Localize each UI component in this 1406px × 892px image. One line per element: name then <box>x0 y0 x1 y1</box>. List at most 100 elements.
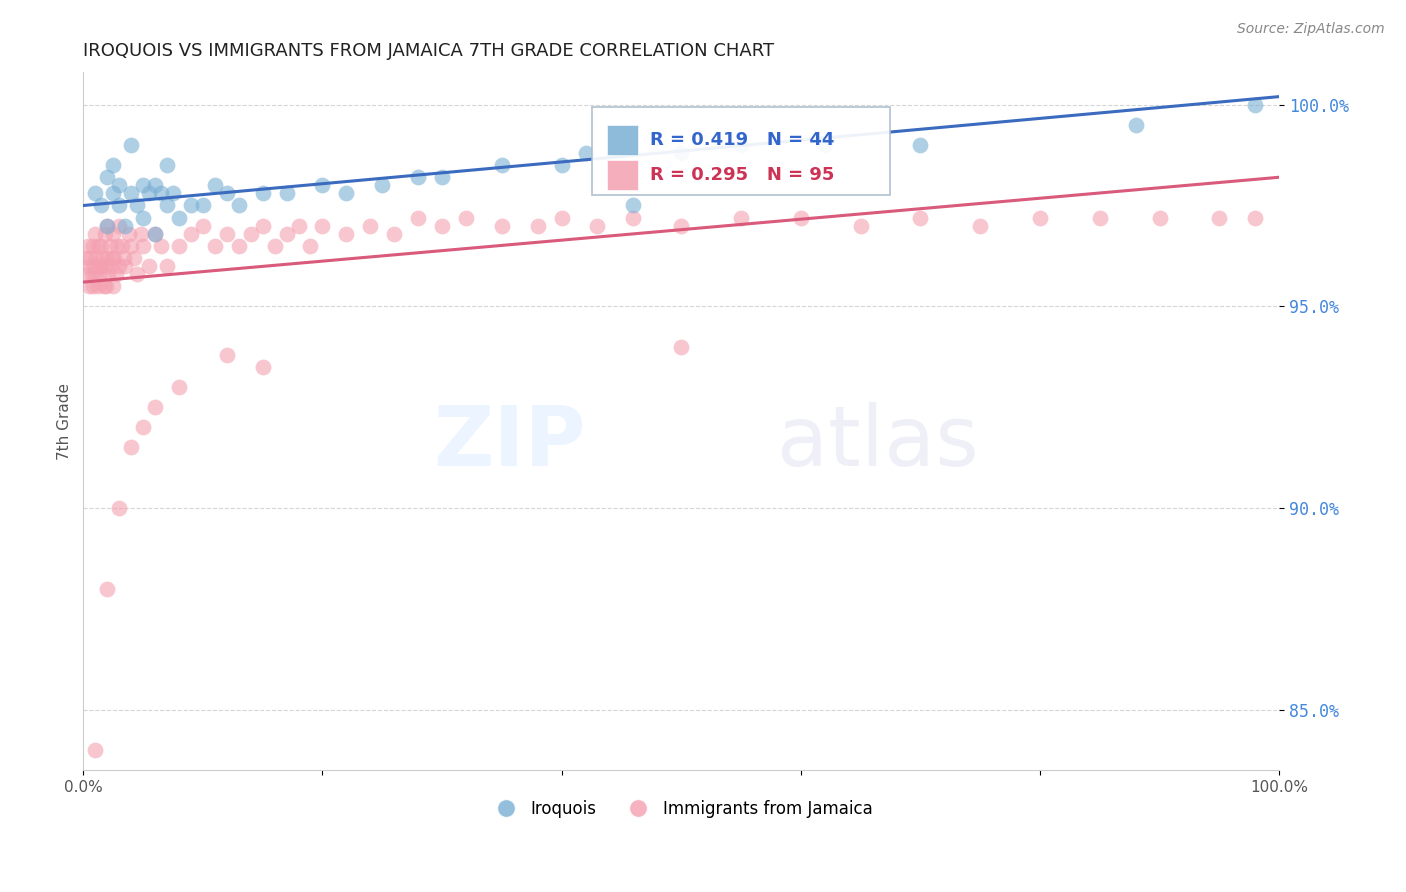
Point <box>252 359 274 374</box>
Point <box>82 279 104 293</box>
Point <box>550 211 572 225</box>
Point <box>118 227 141 241</box>
Point <box>98 239 121 253</box>
Point <box>167 211 190 225</box>
Point <box>491 219 513 233</box>
Point <box>96 219 118 233</box>
Point <box>108 259 131 273</box>
Point <box>110 239 132 253</box>
Point <box>252 219 274 233</box>
Point <box>103 158 125 172</box>
Point <box>91 251 114 265</box>
Point <box>143 227 166 241</box>
Point <box>84 186 107 201</box>
Point <box>108 178 131 193</box>
Point <box>120 138 142 153</box>
Point <box>526 219 548 233</box>
Text: R = 0.295   N = 95: R = 0.295 N = 95 <box>650 166 835 184</box>
Point <box>287 219 309 233</box>
Point <box>156 158 179 172</box>
Point <box>103 279 125 293</box>
Point <box>84 227 107 241</box>
Point <box>910 138 932 153</box>
FancyBboxPatch shape <box>607 125 638 155</box>
Point <box>167 380 190 394</box>
Point <box>90 239 112 253</box>
Point <box>382 227 405 241</box>
Point <box>112 251 135 265</box>
Point <box>180 227 202 241</box>
Point <box>621 198 644 212</box>
Point <box>86 251 108 265</box>
Point <box>114 219 136 233</box>
Point <box>84 267 107 281</box>
Point <box>103 227 125 241</box>
Point <box>93 279 115 293</box>
Point <box>90 259 112 273</box>
Point <box>910 211 932 225</box>
Point <box>127 267 149 281</box>
Point <box>162 186 184 201</box>
Point <box>621 211 644 225</box>
Point <box>120 186 142 201</box>
Point <box>127 198 149 212</box>
Point <box>311 178 333 193</box>
Point <box>122 251 145 265</box>
Point <box>101 251 124 265</box>
Point <box>730 211 752 225</box>
Point <box>669 340 692 354</box>
Point <box>138 186 160 201</box>
Point <box>335 186 357 201</box>
Point <box>120 441 142 455</box>
Point <box>204 239 226 253</box>
Point <box>430 219 453 233</box>
Text: ZIP: ZIP <box>433 401 585 483</box>
Point <box>77 259 100 273</box>
Point <box>103 186 125 201</box>
Text: atlas: atlas <box>778 401 979 483</box>
Point <box>120 239 142 253</box>
Point <box>669 219 692 233</box>
Text: R = 0.419   N = 44: R = 0.419 N = 44 <box>650 131 835 149</box>
Point <box>75 251 97 265</box>
Point <box>89 267 111 281</box>
Point <box>814 138 837 153</box>
Point <box>311 219 333 233</box>
Point <box>96 170 118 185</box>
FancyBboxPatch shape <box>592 107 890 194</box>
Point <box>77 239 100 253</box>
Point <box>215 348 238 362</box>
Point <box>550 158 572 172</box>
Point <box>87 259 110 273</box>
Point <box>276 227 298 241</box>
Point <box>252 186 274 201</box>
Point <box>132 178 155 193</box>
Point <box>491 158 513 172</box>
Point <box>156 259 179 273</box>
Point <box>586 219 609 233</box>
Point <box>82 239 104 253</box>
Point <box>108 500 131 515</box>
Point <box>138 259 160 273</box>
Point <box>104 267 127 281</box>
Point <box>108 198 131 212</box>
Point <box>96 219 118 233</box>
Point <box>84 743 107 757</box>
Point <box>191 219 214 233</box>
Point <box>430 170 453 185</box>
Point <box>1125 118 1147 132</box>
Point <box>730 138 752 153</box>
Point <box>143 400 166 414</box>
Point <box>276 186 298 201</box>
Point <box>1029 211 1052 225</box>
Point <box>86 239 108 253</box>
Point <box>150 186 173 201</box>
Point <box>1244 97 1267 112</box>
Point <box>96 251 118 265</box>
Point <box>371 178 394 193</box>
Point <box>239 227 262 241</box>
Point <box>849 219 872 233</box>
Point <box>228 239 250 253</box>
Point <box>1244 211 1267 225</box>
Point <box>263 239 285 253</box>
